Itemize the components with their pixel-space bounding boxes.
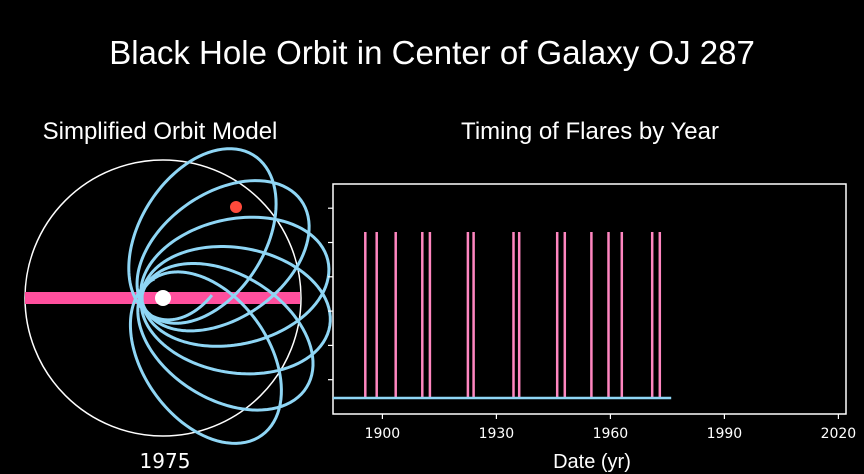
flare-chart-title: Timing of Flares by Year [461,118,719,145]
y-ticks [328,207,333,381]
chart-frame [332,183,847,415]
orbit-model [24,147,332,445]
x-tick-label: 1960 [593,426,629,442]
secondary-black-hole [230,201,242,213]
current-year-label: 1975 [139,449,191,473]
x-axis-label: Date (yr) [553,451,631,473]
figure-title: Black Hole Orbit in Center of Galaxy OJ … [109,34,755,71]
central-black-hole [155,290,171,306]
x-tick-label: 1990 [707,426,743,442]
orbit-model-title: Simplified Orbit Model [42,118,278,145]
x-tick-label: 2020 [821,426,857,442]
flare-timing-chart: 1900 1930 1960 1990 2020 Date (yr) [328,183,857,473]
orbit-path [127,147,332,445]
x-ticks: 1900 1930 1960 1990 2020 [365,414,857,442]
x-tick-label: 1900 [365,426,401,442]
flare-bars [364,232,662,398]
x-tick-label: 1930 [479,426,515,442]
